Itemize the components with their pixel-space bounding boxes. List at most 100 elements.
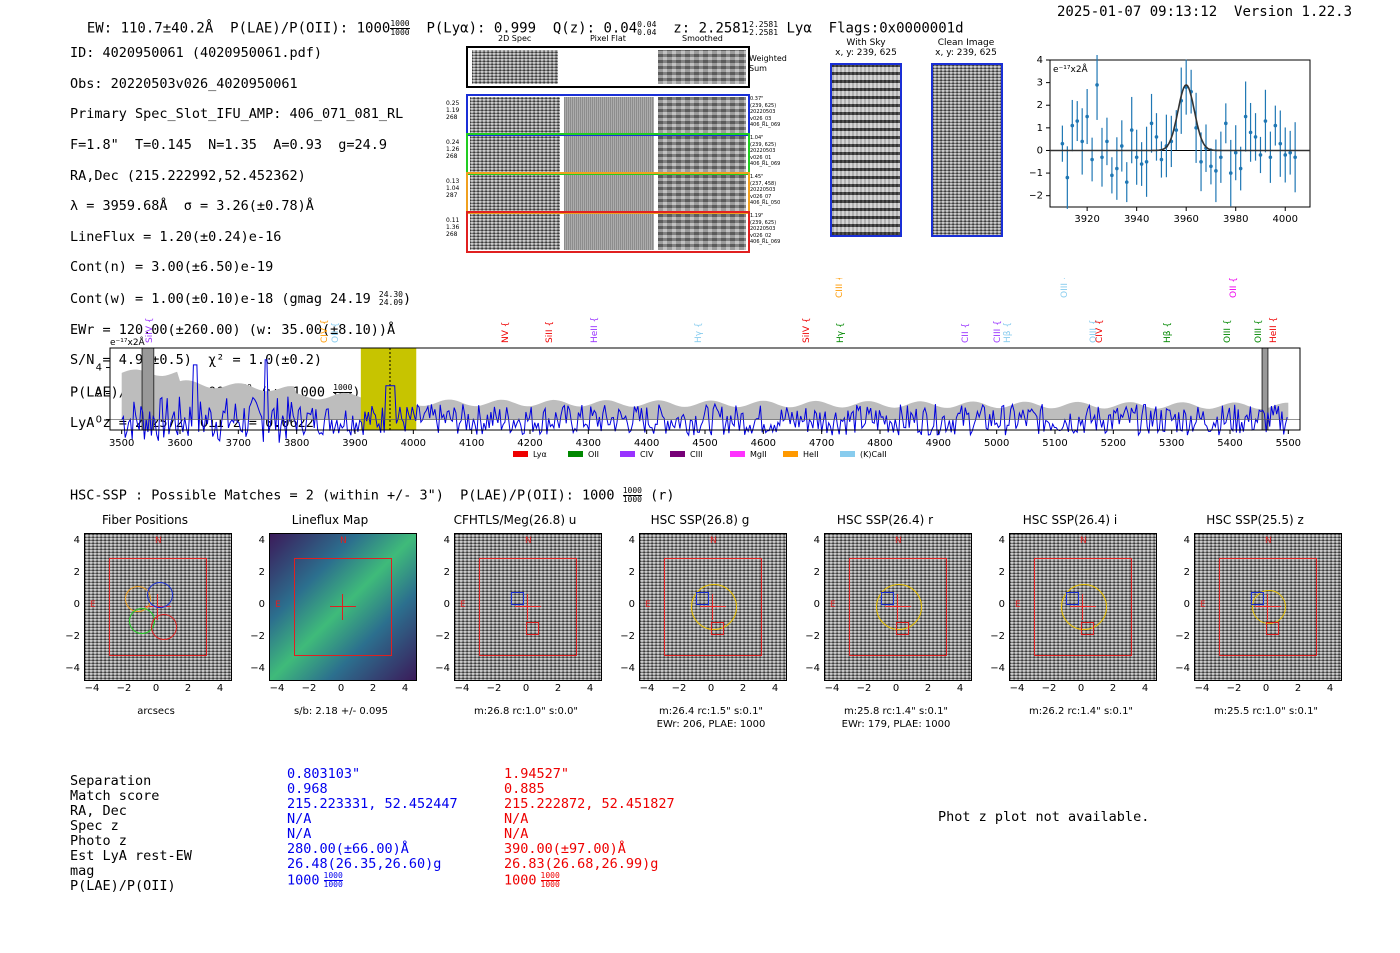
cutout-ytick: 2	[1183, 567, 1190, 578]
east-label: E	[460, 600, 466, 610]
cutout-title: HSC SSP(26.4) r	[836, 513, 934, 527]
spec-xtick-label: 3600	[167, 438, 192, 449]
zoom-ylabel: e⁻¹⁷x2Å	[1053, 63, 1089, 75]
match-blue-value: 1000 1000 1000	[287, 871, 343, 889]
detection-info: ID: 4020950061 (4020950061.pdf) Obs: 202…	[70, 31, 411, 447]
spec-row	[466, 94, 750, 136]
zoom-data-point	[1273, 123, 1278, 128]
obs-line: Obs: 20220503v026_4020950061	[70, 75, 298, 92]
cutout-ytick: −2	[805, 631, 820, 642]
spec-xtick-label: 3800	[284, 438, 309, 449]
cutout-ytick: 2	[628, 567, 635, 578]
north-label: N	[525, 536, 532, 546]
cutout-ytick: 4	[628, 535, 635, 546]
zoom-data-point	[1288, 150, 1292, 155]
cutout-title: HSC SSP(26.8) g	[650, 513, 750, 527]
aperture-circle	[1252, 590, 1286, 624]
cutout-ytick: 0	[443, 599, 450, 610]
cutout-aperture-box	[664, 558, 762, 656]
cutout-xtick: −2	[301, 683, 317, 694]
spec-row	[466, 172, 750, 214]
z-fraction: 2.2581 2.2581	[749, 19, 779, 37]
cutout-ytick: 0	[1183, 599, 1190, 610]
match-labels: Separation Match score RA, Dec Spec z Photo …	[70, 774, 192, 894]
photz-message: Phot z plot not available.	[938, 809, 1150, 825]
legend-swatch	[783, 451, 798, 457]
timestamp: 2025-01-07 09:13:12	[1057, 4, 1218, 20]
zoom-ytick-label: 4	[1037, 55, 1043, 66]
zoom-data-point	[1243, 114, 1248, 119]
cutout-xtick: 4	[586, 683, 594, 694]
spec-ytick-label: 4	[96, 363, 102, 374]
spec-line-label: OII {	[1229, 278, 1239, 298]
spec-xtick-label: 4300	[576, 438, 601, 449]
zoom-data-point	[1115, 166, 1119, 171]
cutout-caption: m:26.4 rc:1.5" s:0.1"	[658, 706, 764, 717]
ewr-line: EWr = 120.00(±260.00) (w: 35.00(±8.10))Å	[70, 321, 396, 338]
zoom-plot-frame	[1049, 59, 1311, 208]
match-label: Photo z	[70, 833, 127, 849]
legend-swatch	[670, 451, 685, 457]
cutout-aperture-box	[1219, 558, 1317, 656]
cutout-xtick: 2	[1294, 683, 1302, 694]
cutout-caption-2: EWr: 179, PLAE: 1000	[841, 719, 951, 730]
spec-xtick-label: 5400	[1217, 438, 1242, 449]
cutout-panel: Lineflux Map N E s/b: 2.18 +/- 0.095 4 −4…	[245, 513, 425, 723]
spec-row-left-stats: 0.25 1.19 268	[446, 100, 460, 121]
cutout-panel: HSC SSP(25.5) z N E m:25.5 rc:1.0" s:0.1…	[1170, 513, 1350, 723]
spec-line-label: OIII {	[1254, 319, 1264, 343]
weighted-2dspec-image	[472, 50, 558, 84]
spec-row-right-info: 1.45" (237, 458) 20220503 v026_07 406_RL_050	[750, 174, 781, 206]
cutout-ytick: 0	[628, 599, 635, 610]
cutout-xtick: 2	[739, 683, 747, 694]
cutout-panel: HSC SSP(26.4) r N E m:25.8 rc:1.4" s:0.1…	[800, 513, 980, 730]
cutout-ytick: 2	[73, 567, 80, 578]
flags-value: Flags:0x0000001d	[828, 20, 964, 37]
spec-row-left-stats: 0.11 1.36 268	[446, 217, 460, 238]
east-label: E	[1015, 600, 1021, 610]
contn-line: Cont(n) = 3.00(±6.50)e-19	[70, 259, 274, 276]
zoom-data-point	[1149, 121, 1154, 126]
spec-line-label: HeII {	[590, 317, 600, 343]
zoom-data-point	[1065, 175, 1070, 180]
legend-swatch	[620, 451, 635, 457]
fiber-circle	[151, 614, 177, 640]
legend-label: CIII	[690, 450, 703, 459]
cutout-xtick: 0	[522, 683, 530, 694]
spec-row-right-info: 0.37" (239, 625) 20220503 v026_03 406_RL_069	[750, 96, 781, 128]
ew-value: EW: 110.7±40.2Å	[86, 20, 214, 37]
match-red-value: 390.00(±97.00)Å	[504, 841, 626, 857]
match-label: Match score	[70, 788, 160, 804]
zoom-data-point	[1174, 128, 1179, 132]
north-label: N	[895, 536, 902, 546]
cutout-caption: arcsecs	[137, 706, 175, 717]
spec-xtick-label: 4400	[634, 438, 659, 449]
zoom-data-point	[1219, 155, 1223, 160]
cutout-image: N E	[1194, 533, 1342, 681]
spec-xtick-label: 4200	[517, 438, 542, 449]
zoom-xtick-label: 4000	[1273, 214, 1298, 225]
clean-image	[931, 63, 1003, 237]
zoom-data-point	[1134, 155, 1139, 160]
timestamp-version: 2025-01-07 09:13:12 Version 1.22.3	[1057, 4, 1352, 20]
cutout-ytick: 4	[813, 535, 820, 546]
cutout-xtick: 2	[369, 683, 377, 694]
north-label: N	[710, 536, 717, 546]
legend-swatch	[568, 451, 583, 457]
cutout-ytick: −4	[65, 663, 80, 674]
cutout-ytick: 0	[998, 599, 1005, 610]
spec-xtick-label: 4800	[867, 438, 892, 449]
zoom-data-point	[1120, 144, 1124, 148]
zoom-ytick-label: 0	[1037, 145, 1043, 156]
east-label: E	[275, 600, 281, 610]
zoom-ytick-label: 1	[1037, 123, 1043, 134]
cutout-xtick: −2	[486, 683, 502, 694]
zoom-ytick-label: 3	[1037, 78, 1043, 89]
smoothed-image	[658, 136, 746, 172]
lineflux-line: LineFlux = 1.20(±0.24)e-16	[70, 228, 282, 245]
spec-xtick-label: 4700	[809, 438, 834, 449]
aperture-circle	[876, 584, 922, 630]
cutout-xtick: 2	[184, 683, 192, 694]
smoothed-image	[658, 214, 746, 250]
plya-value: P(Lyα): 0.999	[426, 20, 537, 37]
